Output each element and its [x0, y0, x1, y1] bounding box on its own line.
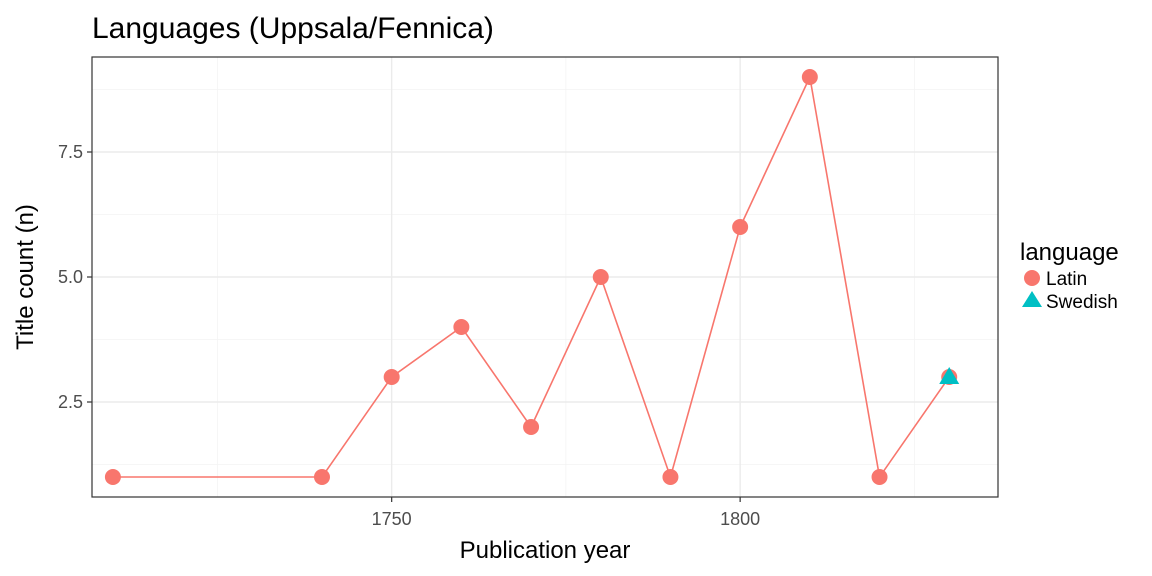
- data-point-latin: [871, 469, 888, 485]
- data-point-latin: [732, 219, 749, 235]
- data-point-latin: [801, 69, 818, 85]
- data-point-latin: [592, 269, 609, 285]
- legend-label-swedish: Swedish: [1046, 292, 1118, 313]
- data-point-latin: [383, 369, 400, 385]
- legend-key-swedish: [1022, 291, 1042, 307]
- data-point-latin: [453, 319, 470, 335]
- x-tick-label: 1800: [720, 509, 760, 529]
- legend-title: language: [1020, 239, 1119, 266]
- data-point-latin: [523, 419, 540, 435]
- data-point-swedish: [939, 367, 960, 384]
- y-tick-label: 5.0: [58, 267, 83, 287]
- legend-label-latin: Latin: [1046, 269, 1087, 290]
- y-axis-title: Title count (n): [12, 204, 39, 350]
- legend-key-latin: [1024, 270, 1040, 286]
- data-point-latin: [104, 469, 121, 485]
- y-tick-label: 7.5: [58, 142, 83, 162]
- x-axis-title: Publication year: [460, 537, 631, 564]
- chart-title: Languages (Uppsala/Fennica): [92, 12, 494, 45]
- x-tick-label: 1750: [372, 509, 412, 529]
- y-tick-label: 2.5: [58, 392, 83, 412]
- series-points: [104, 69, 960, 485]
- axes: 1750 1800 2.5 5.0 7.5: [58, 142, 760, 529]
- data-point-latin: [662, 469, 679, 485]
- gridlines: [92, 57, 998, 497]
- legend: language Latin Swedish: [1020, 239, 1119, 313]
- data-point-latin: [313, 469, 330, 485]
